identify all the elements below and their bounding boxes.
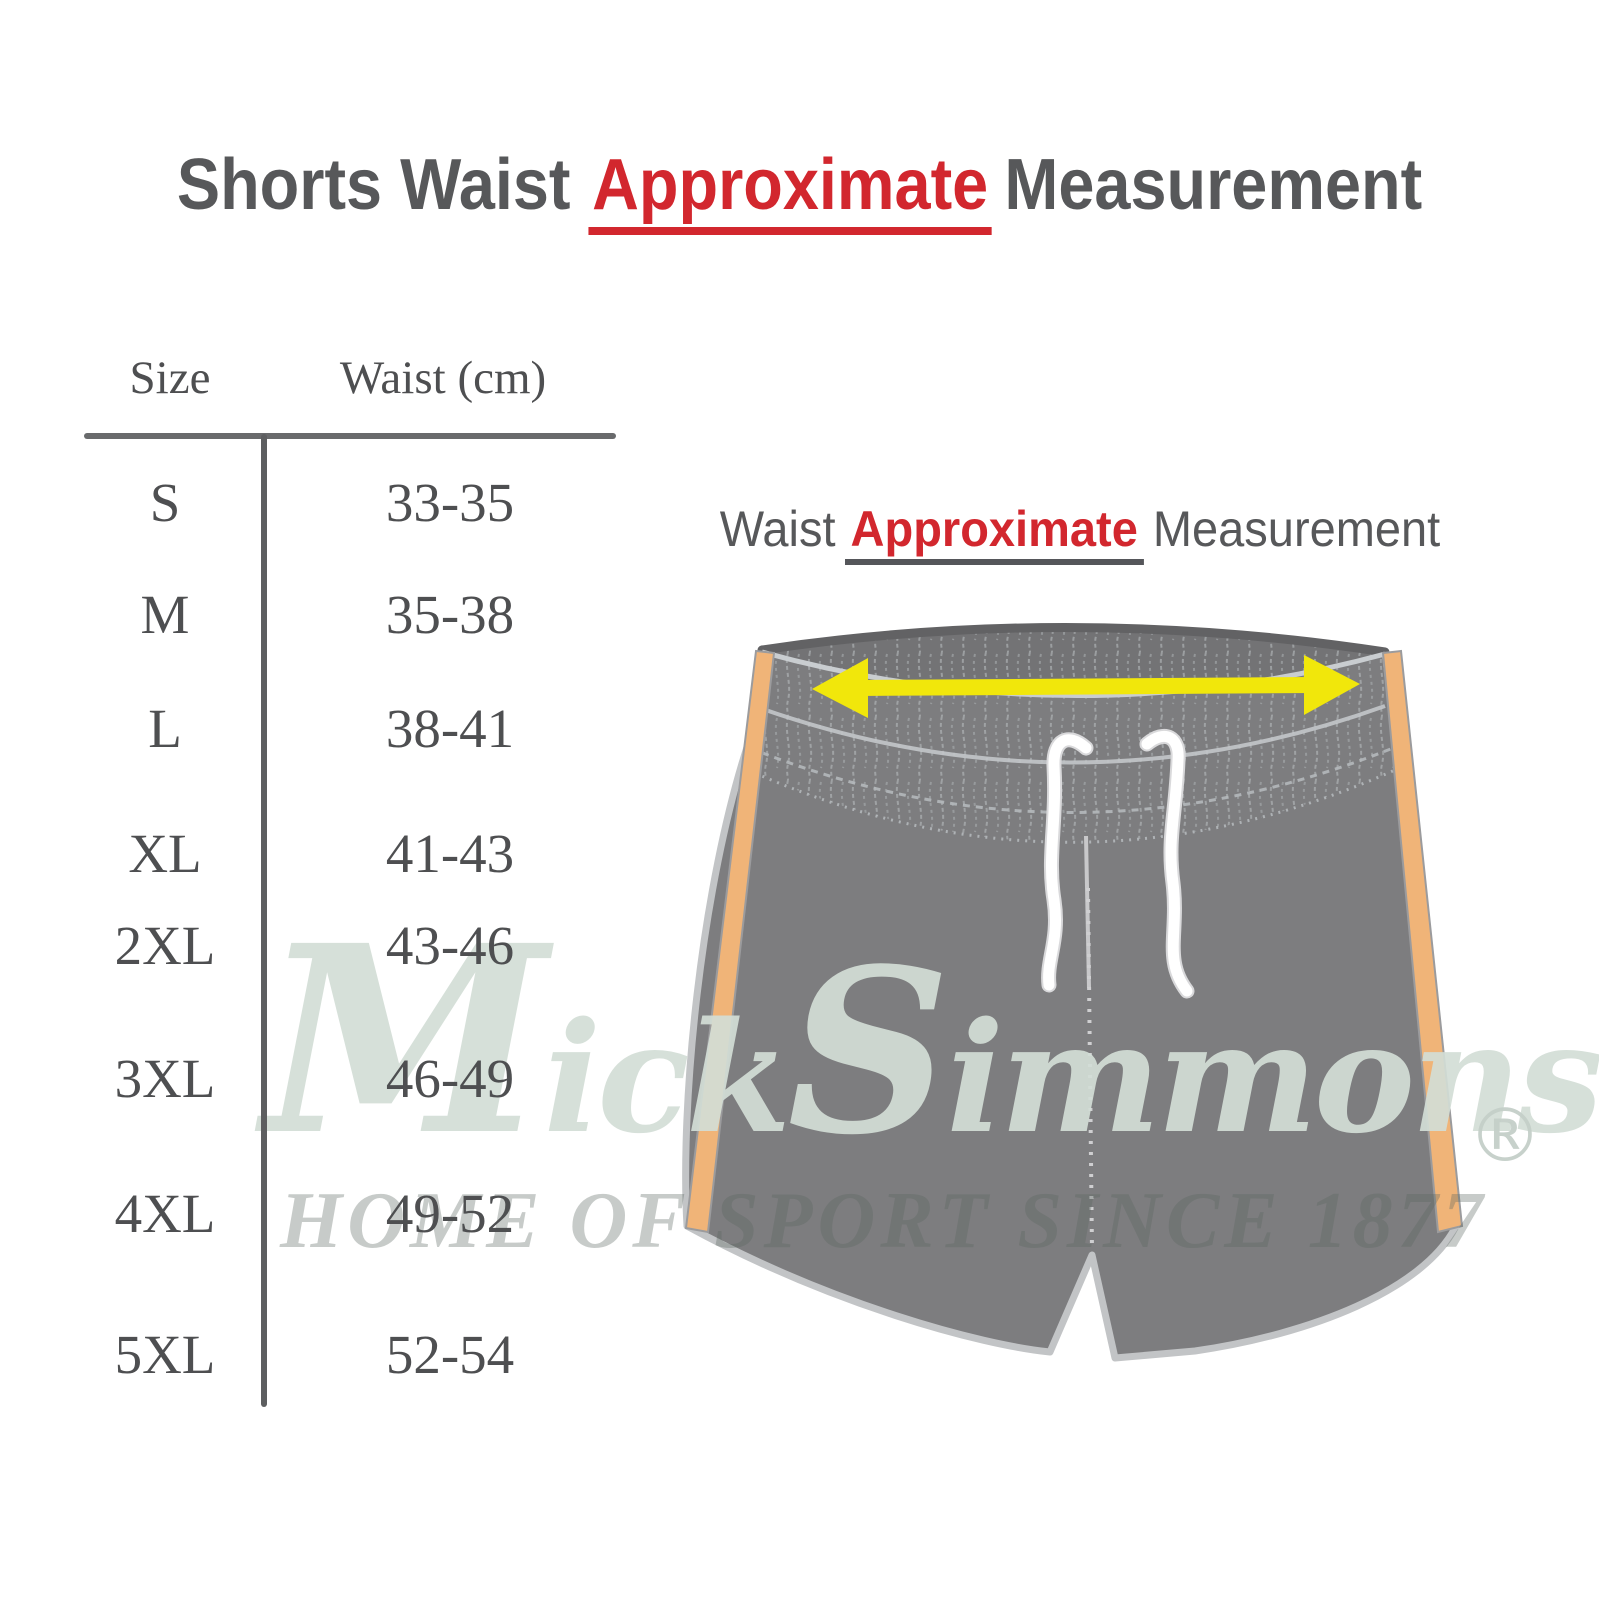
size-column-header: Size <box>129 352 211 404</box>
waist-measurement-label: Waist Approximate Measurement <box>666 500 1493 565</box>
table-row: 2XL 43-46 <box>0 912 640 982</box>
measure-arrow-icon <box>812 655 1360 718</box>
watermark-brand: MickSimmons <box>262 889 1599 1192</box>
table-row: S 33-35 <box>0 469 640 539</box>
waist-cell: 49-52 <box>385 1183 515 1244</box>
size-cell: 2XL <box>114 915 216 976</box>
waist-cell: 41-43 <box>385 823 515 884</box>
size-cell: 4XL <box>114 1183 216 1244</box>
watermark-tagline: HOME OF SPORT SINCE 1877 <box>280 1177 1488 1265</box>
page-title-highlight: Approximate <box>588 148 992 236</box>
waist-label-prefix: Waist <box>719 501 836 557</box>
waist-label-highlight: Approximate <box>844 503 1144 565</box>
page-title-prefix: Shorts Waist <box>176 145 571 225</box>
page-title-suffix: Measurement <box>1004 145 1423 225</box>
table-row: 4XL 49-52 <box>0 1180 640 1250</box>
size-cell: L <box>148 698 182 759</box>
waist-cell: 52-54 <box>385 1324 515 1385</box>
size-cell: XL <box>128 823 202 884</box>
table-row: XL 41-43 <box>0 820 640 890</box>
watermark-brand-initial-s: S <box>787 920 950 1185</box>
registered-trademark-icon: ® <box>1468 1093 1542 1179</box>
waistband-stitch-dashed-upper <box>749 744 1399 814</box>
page-title: Shorts Waist Approximate Measurement <box>80 145 1519 236</box>
table-column-divider <box>261 434 267 1407</box>
waist-cell: 43-46 <box>385 915 515 976</box>
waistband-stitch-dashed-lower <box>754 768 1396 844</box>
waist-label-suffix: Measurement <box>1152 501 1441 557</box>
table-row: 5XL 52-54 <box>0 1321 640 1391</box>
waist-cell: 38-41 <box>385 698 515 759</box>
waist-column-header: Waist (cm) <box>339 352 547 404</box>
size-cell: 5XL <box>114 1324 216 1385</box>
waist-cell: 35-38 <box>385 584 515 645</box>
waistband-fold-line <box>759 704 1386 765</box>
watermark-brand-initial-m: M <box>262 889 548 1192</box>
drawstring-left <box>1041 732 1094 993</box>
table-header-rule <box>84 433 616 439</box>
size-cell: 3XL <box>114 1048 216 1109</box>
side-stripe-right <box>1381 649 1464 1234</box>
waistband-top-edge <box>757 623 1390 657</box>
table-row: 3XL 46-49 <box>0 1045 640 1115</box>
side-stripe-left <box>684 649 776 1234</box>
waist-cell: 46-49 <box>385 1048 515 1109</box>
table-row: L 38-41 <box>0 695 640 765</box>
table-row: M 35-38 <box>0 581 640 651</box>
drawstring-right <box>1139 728 1195 999</box>
size-cell: S <box>149 472 181 533</box>
waist-cell: 33-35 <box>385 472 515 533</box>
size-cell: M <box>140 584 190 645</box>
shorts-illustration <box>682 623 1464 1362</box>
